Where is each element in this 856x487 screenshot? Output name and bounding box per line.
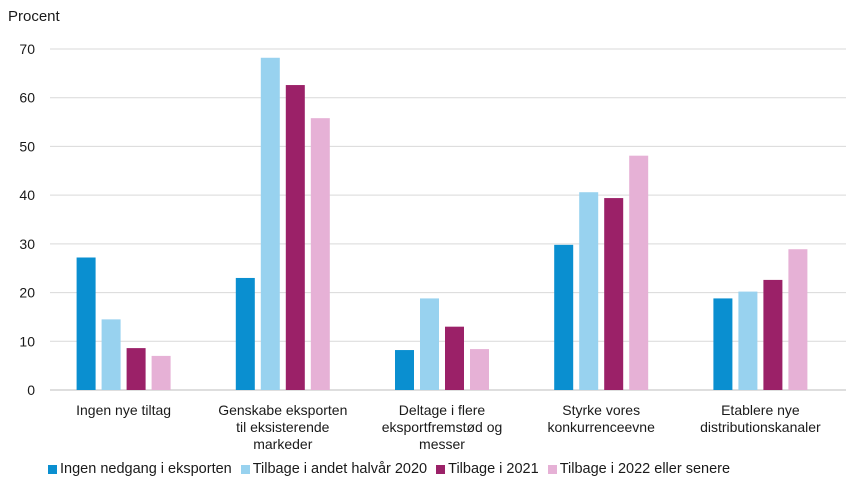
x-category-labels: Ingen nye tiltag Genskabe eksporten til ek…: [76, 402, 821, 452]
legend-label: Ingen nedgang i eksporten: [60, 461, 232, 477]
bar: [629, 155, 649, 390]
bars: [76, 57, 808, 391]
legend-item: Ingen nedgang i eksporten: [48, 461, 232, 477]
legend-swatch: [48, 464, 57, 474]
y-tick-label: 10: [19, 333, 35, 349]
bar: [420, 298, 439, 390]
bar: [235, 277, 255, 390]
legend-swatch: [547, 464, 557, 474]
bar: [738, 291, 758, 390]
y-tick-label: 20: [19, 285, 35, 301]
legend: Ingen nedgang i eksporten Tilbage i andet…: [48, 461, 739, 477]
bar: [763, 279, 783, 390]
x-category-label: Etablere nye distributionskanaler: [700, 402, 821, 435]
bar: [579, 192, 599, 390]
legend-swatch: [240, 464, 250, 474]
x-category-label: Deltage i flere eksportfremstød og messer: [382, 402, 503, 452]
bar: [260, 57, 280, 391]
y-tick-label: 60: [19, 90, 35, 106]
bar: [101, 319, 121, 390]
legend-item: Tilbage i 2021: [436, 461, 539, 477]
bar: [310, 118, 330, 390]
x-category-label: Genskabe eksporten til eksisterende marked…: [218, 402, 347, 452]
x-category-label: Ingen nye tiltag: [76, 402, 171, 418]
bar: [76, 257, 96, 390]
x-category-label: Styrke vores konkurrenceevne: [547, 402, 655, 435]
y-tick-label: 40: [19, 187, 35, 203]
legend-item: Tilbage i 2022 eller senere: [547, 461, 731, 477]
y-tick-label: 0: [27, 382, 35, 398]
legend-label: Tilbage i andet halvår 2020: [252, 461, 428, 477]
bar: [470, 349, 489, 390]
bar: [151, 355, 171, 390]
y-tick-label: 50: [19, 138, 35, 154]
y-tick-label: 70: [19, 41, 35, 57]
gridlines: [50, 48, 846, 391]
y-tick-labels: 0 10 20 30 40 50 60 70: [19, 41, 35, 398]
bar: [285, 85, 305, 390]
bar: [126, 348, 146, 390]
bar: [713, 298, 733, 390]
legend-label: Tilbage i 2021: [448, 461, 539, 477]
bar: [788, 249, 808, 390]
bar: [445, 326, 464, 390]
y-tick-label: 30: [19, 236, 35, 252]
bar: [554, 244, 574, 390]
bar: [604, 198, 624, 390]
legend-label: Tilbage i 2022 eller senere: [559, 461, 731, 477]
y-axis-label: Procent: [8, 8, 60, 25]
bar: [395, 350, 414, 390]
legend-swatch: [436, 464, 446, 474]
legend-item: Tilbage i andet halvår 2020: [240, 461, 428, 477]
